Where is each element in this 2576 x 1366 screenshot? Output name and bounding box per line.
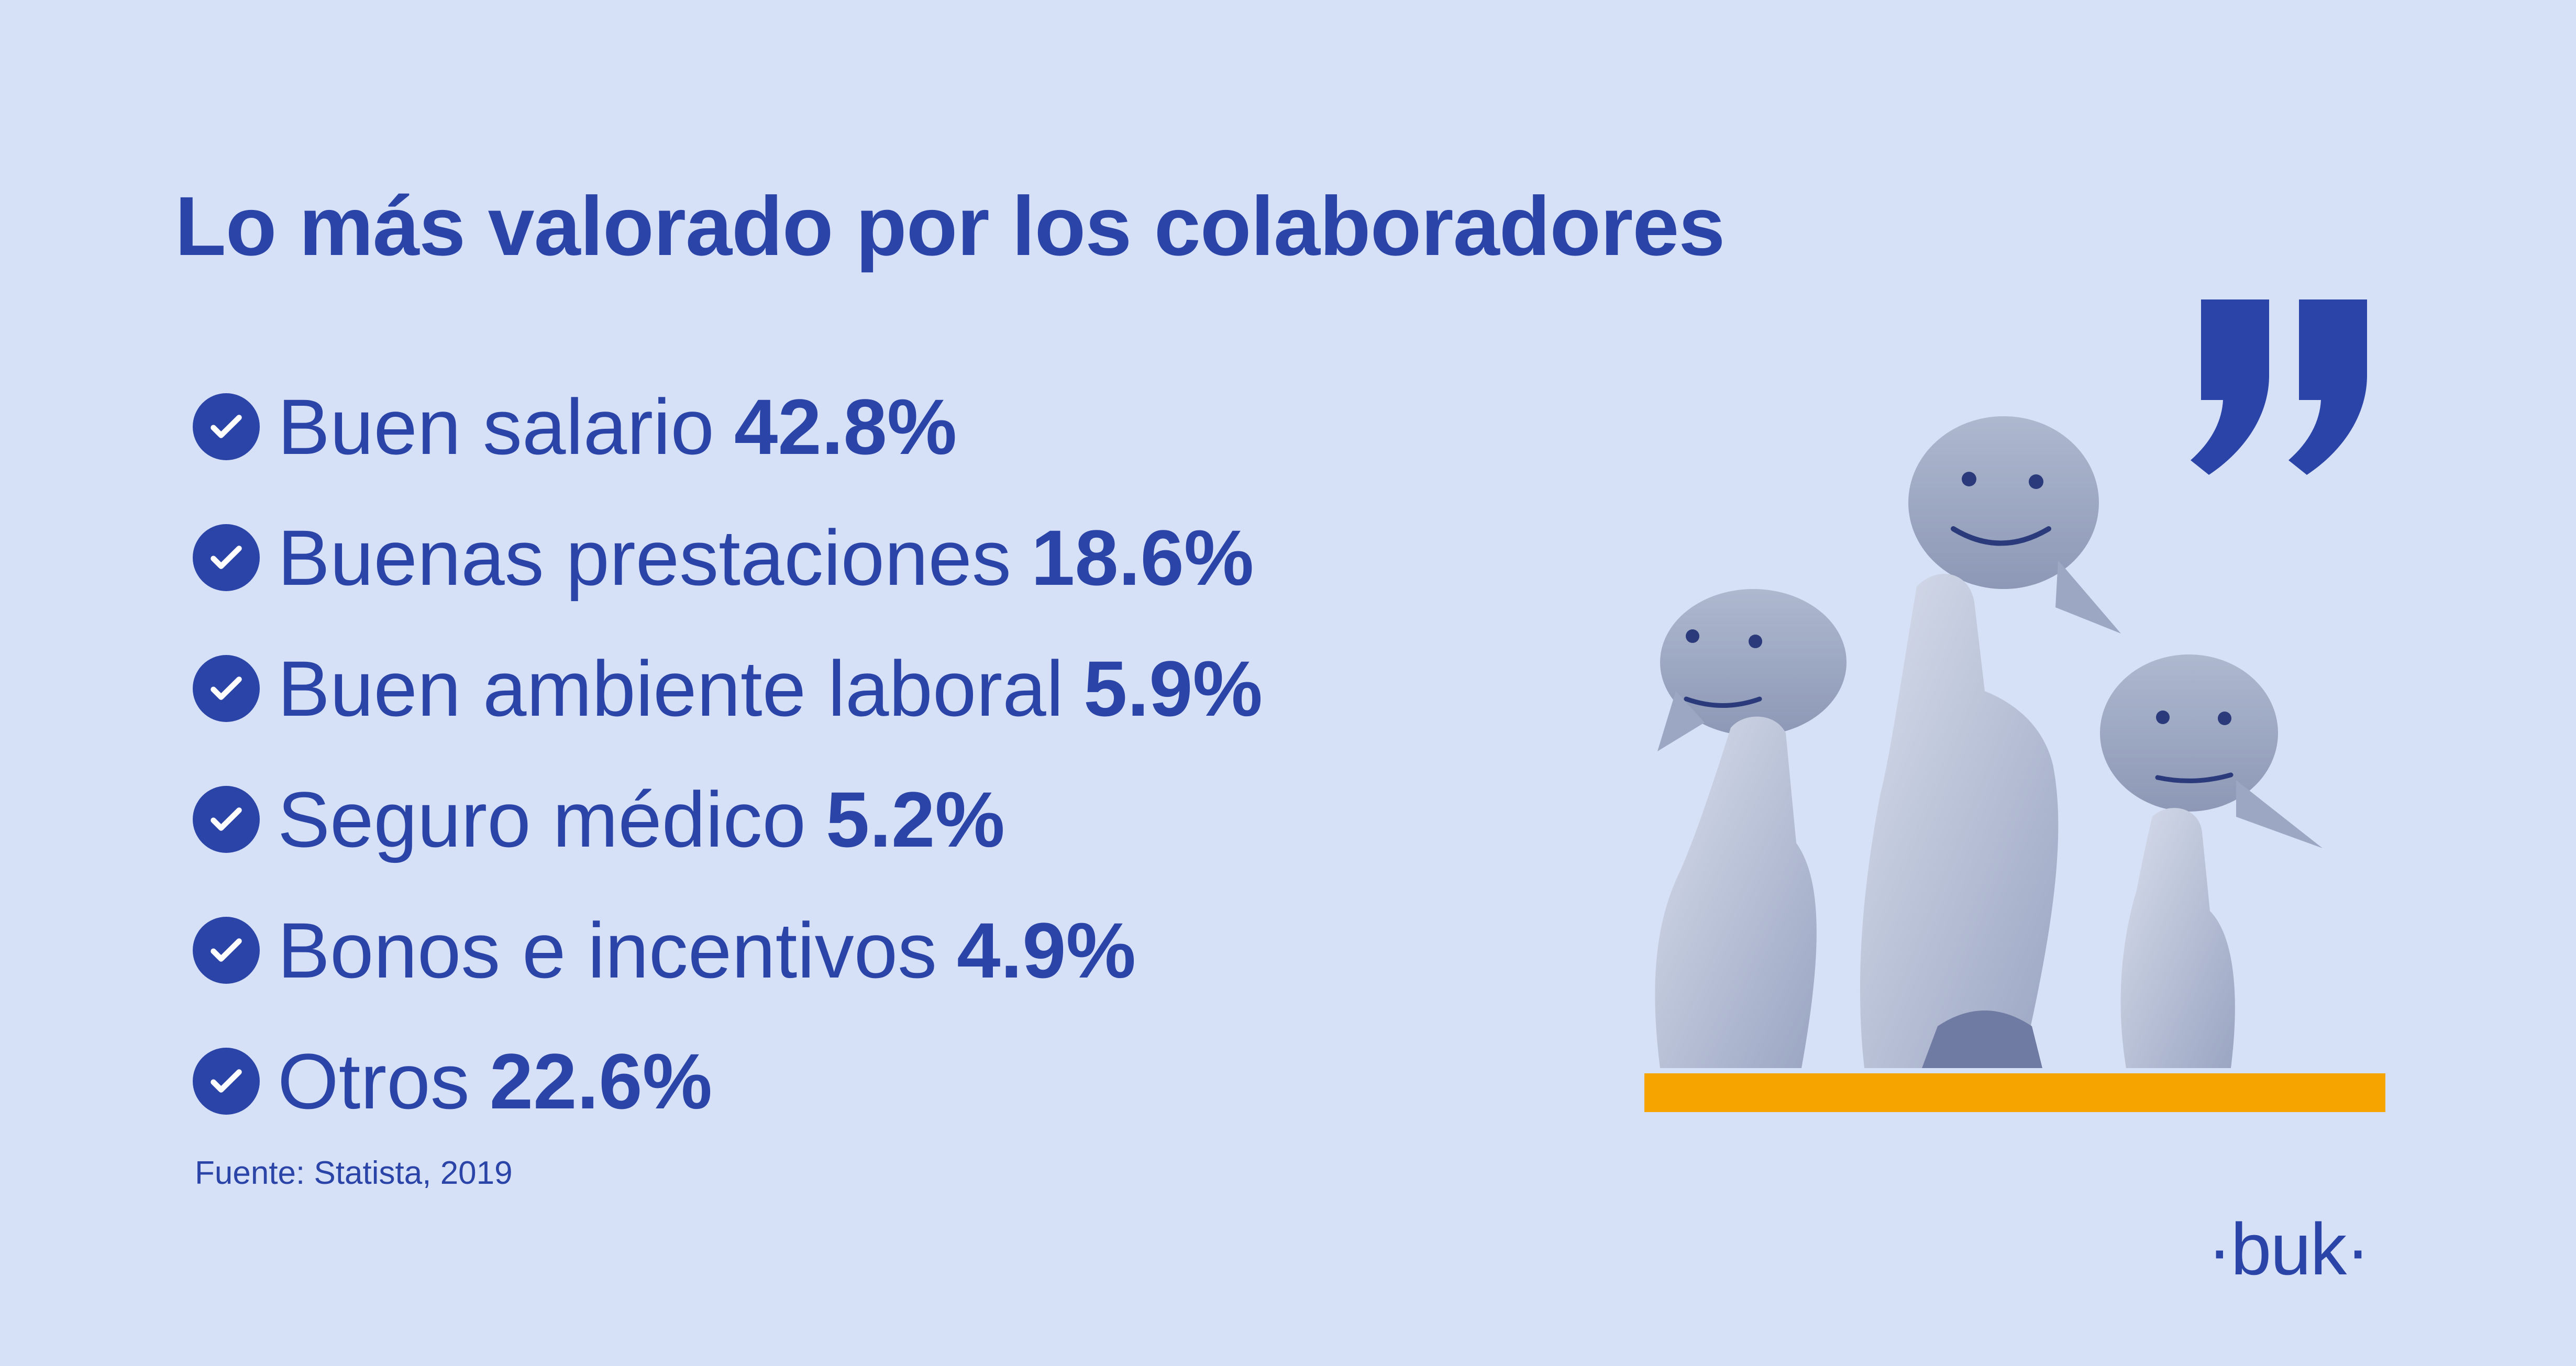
- item-label: Otros: [278, 1037, 470, 1125]
- item-label: Buen ambiente laboral: [278, 645, 1064, 732]
- list-item: Buenas prestaciones 18.6%: [193, 492, 1263, 623]
- buk-logo: ·buk·: [2207, 1208, 2370, 1290]
- item-label: Bonos e incentivos: [278, 906, 937, 994]
- hands-illustration: [1655, 574, 2235, 1068]
- list-item: Buen salario 42.8%: [193, 361, 1263, 492]
- list-item: Bonos e incentivos 4.9%: [193, 885, 1263, 1016]
- quote-mark-icon: [2191, 299, 2367, 475]
- check-circle-icon: [193, 655, 260, 722]
- page-title: Lo más valorado por los colaboradores: [175, 179, 1725, 273]
- source-note: Fuente: Statista, 2019: [195, 1155, 513, 1191]
- item-label: Buenas prestaciones: [278, 514, 1011, 602]
- item-value: 18.6%: [1031, 514, 1254, 602]
- right-smiley-bubble: [2100, 654, 2323, 848]
- list-item: Buen ambiente laboral 5.9%: [193, 623, 1263, 754]
- benefits-list: Buen salario 42.8% Buenas prestaciones 1…: [193, 361, 1263, 1147]
- item-value: 22.6%: [489, 1037, 713, 1125]
- check-circle-icon: [193, 524, 260, 591]
- list-item: Otros 22.6%: [193, 1016, 1263, 1147]
- check-circle-icon: [193, 393, 260, 460]
- accent-bar: [1644, 1073, 2385, 1112]
- item-value: 5.9%: [1084, 645, 1263, 732]
- item-label: Seguro médico: [278, 775, 806, 863]
- item-value: 4.9%: [957, 906, 1136, 994]
- hands-speech-bubbles-illustration: [1644, 299, 2385, 1112]
- check-circle-icon: [193, 1048, 260, 1115]
- item-value: 5.2%: [825, 775, 1005, 863]
- check-circle-icon: [193, 917, 260, 984]
- center-smiley-bubble: [1908, 416, 2121, 634]
- item-label: Buen salario: [278, 383, 714, 471]
- check-circle-icon: [193, 786, 260, 853]
- item-value: 42.8%: [734, 383, 957, 471]
- left-smiley-bubble: [1657, 589, 1847, 751]
- list-item: Seguro médico 5.2%: [193, 754, 1263, 885]
